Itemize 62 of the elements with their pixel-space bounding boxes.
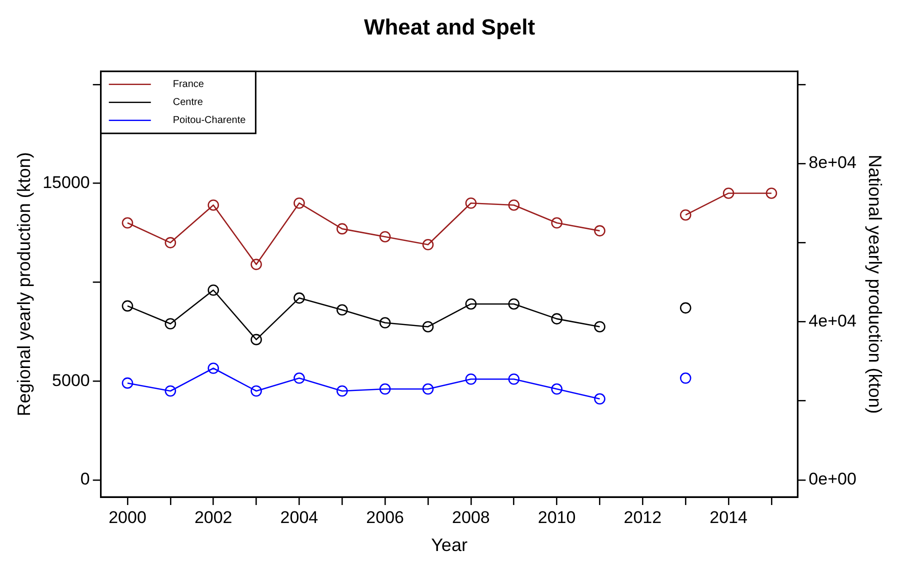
point — [250, 334, 262, 346]
point — [379, 383, 391, 395]
point — [250, 258, 262, 270]
point — [508, 298, 520, 310]
y2-tick-label: 4e+04 — [808, 311, 856, 330]
point — [551, 313, 562, 324]
legend-label: Centre — [172, 97, 204, 108]
x-tick-label: 2012 — [624, 508, 662, 527]
point — [122, 377, 134, 389]
point — [422, 321, 434, 332]
chart-title: Wheat and Spelt — [364, 14, 536, 40]
legend-label: Poitou-Charente — [172, 115, 246, 126]
point — [294, 197, 305, 209]
point — [680, 302, 692, 314]
point — [250, 385, 262, 397]
point — [508, 199, 520, 211]
x-tick-label: 2000 — [108, 508, 146, 527]
y2-tick-label: 0e+00 — [808, 470, 856, 489]
legend-label: France — [172, 79, 204, 90]
point — [122, 217, 134, 229]
point — [465, 197, 477, 209]
point — [508, 373, 520, 385]
point — [208, 284, 220, 296]
point — [465, 373, 477, 385]
point — [594, 393, 606, 405]
point — [594, 321, 606, 332]
point — [680, 209, 692, 221]
y-tick-label: 5000 — [52, 370, 90, 390]
point — [294, 292, 305, 304]
point — [379, 231, 391, 242]
point — [164, 385, 176, 397]
point — [422, 238, 434, 250]
point — [551, 217, 562, 229]
point — [680, 372, 692, 384]
y-axis-title: Regional yearly production (kton) — [14, 152, 34, 416]
point — [594, 225, 606, 236]
x-tick-label: 2002 — [194, 508, 232, 527]
y2-tick-label: 8e+04 — [808, 153, 856, 172]
y-tick-label: 0 — [80, 470, 90, 489]
point — [164, 237, 176, 248]
x-tick-label: 2006 — [366, 508, 404, 527]
x-tick-label: 2004 — [280, 508, 318, 527]
x-tick-label: 2008 — [452, 508, 490, 527]
x-tick-label: 2014 — [710, 508, 748, 527]
point — [208, 362, 220, 374]
y-tick-label: 15000 — [42, 173, 90, 192]
point — [722, 188, 734, 199]
point — [336, 304, 348, 316]
x-tick-label: 2010 — [538, 508, 576, 527]
point — [336, 223, 348, 234]
y2-axis-title: National yearly production (kton) — [865, 154, 886, 414]
point — [551, 383, 562, 395]
x-axis-title: Year — [431, 535, 468, 556]
point — [294, 372, 305, 384]
point — [122, 300, 134, 312]
point — [336, 385, 348, 397]
point — [164, 318, 176, 330]
point — [766, 188, 778, 199]
point — [422, 383, 434, 395]
point — [208, 199, 220, 211]
point — [379, 317, 391, 328]
point — [465, 298, 477, 310]
